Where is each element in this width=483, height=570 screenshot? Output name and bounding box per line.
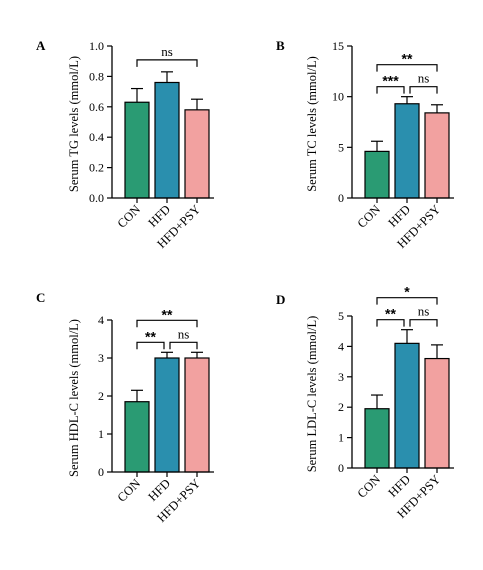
significance-label: ** <box>162 306 173 322</box>
y-tick-label: 1 <box>98 427 104 441</box>
y-tick-label: 1 <box>338 431 344 445</box>
bar-con <box>364 408 390 469</box>
bar-con <box>124 401 150 473</box>
y-axis-title: Serum HDL-C levels (mmol/L) <box>67 319 81 477</box>
bar-hfd-psy <box>184 109 210 199</box>
significance-label: *** <box>382 73 399 89</box>
bar-hfd <box>154 357 180 473</box>
y-tick-label: 0.2 <box>89 161 104 175</box>
significance-label: ** <box>402 51 413 67</box>
y-axis-title: Serum LDL-C levels (mmol/L) <box>305 316 319 473</box>
y-tick-label: 0.6 <box>89 100 104 114</box>
panel-letter: B <box>276 38 285 53</box>
y-tick-label: 0.8 <box>89 69 104 83</box>
y-tick-label: 0 <box>338 191 344 205</box>
significance-label: ns <box>161 44 173 59</box>
significance-bracket <box>169 341 198 350</box>
bar-hfd-psy <box>424 112 450 199</box>
significance-bracket <box>409 319 438 327</box>
y-tick-label: 0 <box>338 461 344 475</box>
significance-bracket <box>409 86 438 94</box>
significance-bracket <box>136 59 198 67</box>
significance-label: ns <box>418 304 430 319</box>
significance-bracket <box>136 319 198 328</box>
chart-panel-a: A 0.0 0.2 0.4 0.6 0.8 1.0 Serum TG levels (mmol… <box>36 38 214 251</box>
significance-label: ns <box>418 71 430 86</box>
y-tick-label: 0.0 <box>89 191 104 205</box>
panel-letter: A <box>36 38 46 53</box>
y-axis-title: Serum TC levels (mmol/L) <box>305 56 319 192</box>
significance-bracket <box>376 86 405 94</box>
x-category-label: CON <box>115 202 144 231</box>
y-axis-title: Serum TG levels (mmol/L) <box>67 56 81 192</box>
bar-con <box>364 150 390 199</box>
significance-label: ns <box>178 326 190 341</box>
panel-letter: D <box>276 292 285 307</box>
x-category-label: CON <box>355 472 384 501</box>
bar-hfd <box>394 103 420 199</box>
y-tick-label: 3 <box>98 351 104 365</box>
bar-hfd <box>154 81 180 199</box>
x-category-label: CON <box>355 202 384 231</box>
bar-hfd <box>394 342 420 469</box>
y-tick-label: 4 <box>338 339 344 353</box>
y-tick-label: 5 <box>338 309 344 323</box>
y-tick-label: 1.0 <box>89 39 104 53</box>
x-category-label: CON <box>115 476 144 505</box>
y-tick-label: 15 <box>332 39 344 53</box>
bar-hfd-psy <box>424 357 450 469</box>
y-tick-label: 5 <box>338 140 344 154</box>
y-tick-label: 10 <box>332 90 344 104</box>
bar-con <box>124 101 150 199</box>
y-tick-label: 0 <box>98 465 104 479</box>
y-tick-label: 3 <box>338 370 344 384</box>
significance-bracket <box>376 64 438 72</box>
significance-bracket <box>376 319 405 327</box>
y-tick-label: 2 <box>338 400 344 414</box>
y-tick-label: 2 <box>98 389 104 403</box>
bar-hfd-psy <box>184 357 210 473</box>
y-tick-label: 0.4 <box>89 130 104 144</box>
significance-label: * <box>404 284 410 300</box>
y-tick-label: 4 <box>98 313 104 327</box>
significance-label: ** <box>385 306 396 322</box>
significance-bracket <box>136 341 165 350</box>
significance-bracket <box>376 297 438 305</box>
panel-letter: C <box>36 290 45 305</box>
significance-label: ** <box>145 328 156 344</box>
